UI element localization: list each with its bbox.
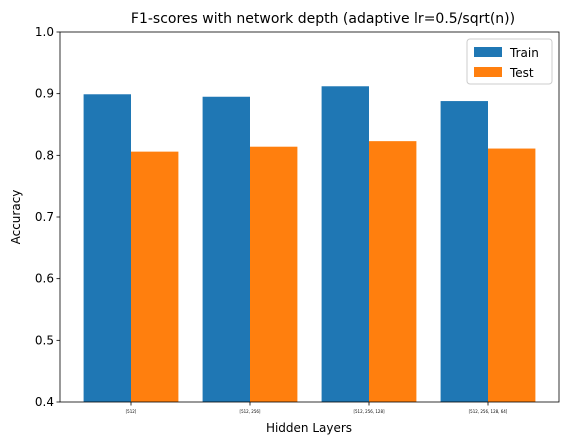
x-tick-label: [512, 256] [240,409,261,414]
y-tick-label: 0.4 [35,395,54,409]
x-tick-label: [512] [126,409,137,414]
legend-label-test: Test [509,66,534,80]
bar-train-3 [321,86,369,403]
y-tick-label: 0.6 [35,272,54,286]
bar-test-1 [131,151,179,402]
plot-area: 0.4 0.5 0.6 0.7 0.8 0.9 1.0 [512] [512, 256] [512… [35,25,560,414]
bar-train-4 [440,101,488,402]
y-axis-label: Accuracy [9,190,23,245]
bar-test-3 [369,141,417,402]
bar-test-4 [488,148,536,402]
y-tick-label: 0.9 [35,87,54,101]
legend-swatch-test [474,67,502,77]
x-tick-label: [512, 256, 128] [353,409,385,414]
x-tick-label: [512, 256, 128, 64] [469,409,508,414]
legend-swatch-train [474,47,502,57]
bar-train-2 [202,96,250,402]
bar-train-1 [83,94,131,402]
chart-title: F1-scores with network depth (adaptive l… [131,11,515,27]
x-axis-label: Hidden Layers [266,421,352,435]
bar-test-2 [250,146,298,402]
legend-label-train: Train [509,46,539,60]
y-tick-label: 1.0 [35,25,54,39]
y-tick-label: 0.8 [35,148,54,162]
legend: Train Test [466,38,553,85]
y-tick-label: 0.5 [35,333,54,347]
y-tick-label: 0.7 [35,210,54,224]
